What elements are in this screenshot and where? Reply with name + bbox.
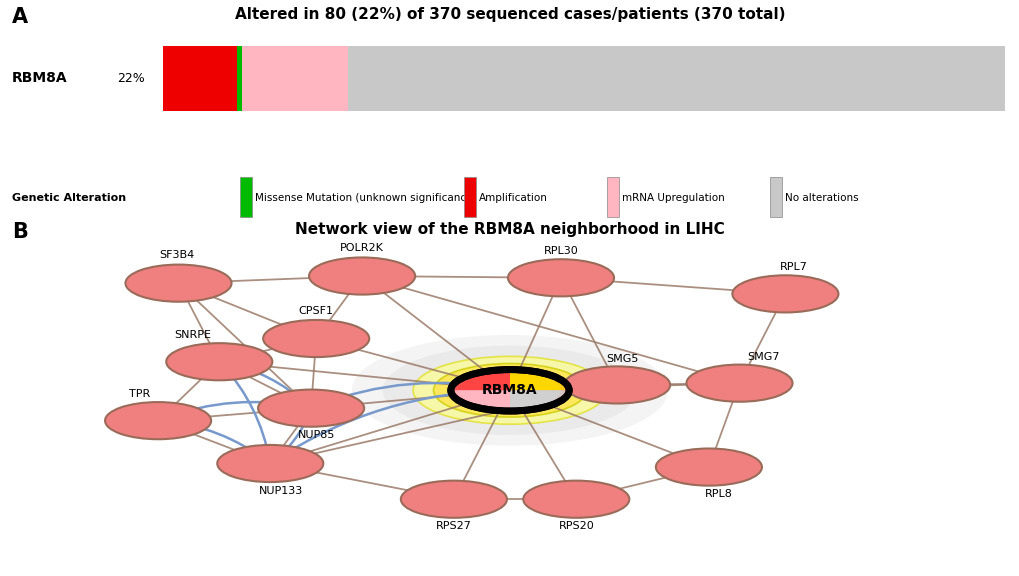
Text: B: B <box>12 222 29 242</box>
Text: RPL8: RPL8 <box>704 489 733 499</box>
Text: Genetic Alteration: Genetic Alteration <box>12 193 126 203</box>
Text: NUP85: NUP85 <box>298 430 334 440</box>
Text: 22%: 22% <box>117 72 145 85</box>
Text: RBM8A: RBM8A <box>12 71 68 85</box>
Wedge shape <box>510 391 565 410</box>
Circle shape <box>382 346 637 435</box>
Circle shape <box>217 445 323 482</box>
Wedge shape <box>454 391 510 410</box>
Circle shape <box>686 365 792 401</box>
Circle shape <box>309 257 415 294</box>
Circle shape <box>732 275 838 312</box>
Text: SF3B4: SF3B4 <box>159 250 194 260</box>
Circle shape <box>166 343 272 380</box>
Bar <box>237 46 243 111</box>
Wedge shape <box>454 371 510 391</box>
Text: No alterations: No alterations <box>785 193 858 203</box>
Text: Altered in 80 (22%) of 370 sequenced cases/patients (370 total): Altered in 80 (22%) of 370 sequenced cas… <box>234 7 785 22</box>
Circle shape <box>433 363 586 417</box>
Text: CPSF1: CPSF1 <box>299 306 333 316</box>
Text: SMG7: SMG7 <box>747 352 780 362</box>
Wedge shape <box>510 391 560 408</box>
Circle shape <box>413 357 606 424</box>
Text: POLR2K: POLR2K <box>339 243 384 253</box>
Circle shape <box>125 264 231 302</box>
Text: A: A <box>12 7 29 27</box>
Text: mRNA Upregulation: mRNA Upregulation <box>622 193 725 203</box>
Text: SMG5: SMG5 <box>605 354 638 363</box>
Wedge shape <box>459 391 510 408</box>
Bar <box>348 46 1004 111</box>
Text: RPL30: RPL30 <box>543 245 578 256</box>
Wedge shape <box>510 371 565 391</box>
Text: Amplification: Amplification <box>479 193 548 203</box>
Circle shape <box>352 335 667 446</box>
Text: Network view of the RBM8A neighborhood in LIHC: Network view of the RBM8A neighborhood i… <box>294 222 725 237</box>
Text: Missense Mutation (unknown significance): Missense Mutation (unknown significance) <box>255 193 476 203</box>
Bar <box>163 46 237 111</box>
Circle shape <box>258 389 364 427</box>
Bar <box>769 177 782 217</box>
Bar <box>464 177 476 217</box>
Bar <box>239 177 252 217</box>
Bar <box>163 46 348 111</box>
Text: NUP133: NUP133 <box>258 486 303 496</box>
Circle shape <box>523 480 629 518</box>
Wedge shape <box>510 373 560 391</box>
Text: RBM8A: RBM8A <box>482 383 537 397</box>
Circle shape <box>400 480 506 518</box>
Wedge shape <box>459 373 510 391</box>
Bar <box>606 177 619 217</box>
Text: RPL7: RPL7 <box>779 262 807 272</box>
Circle shape <box>453 371 566 410</box>
Text: RPS27: RPS27 <box>435 521 472 532</box>
Text: RPS20: RPS20 <box>557 521 594 532</box>
Circle shape <box>105 402 211 439</box>
Text: TPR: TPR <box>128 389 150 399</box>
Circle shape <box>655 449 761 486</box>
Circle shape <box>507 259 613 297</box>
Text: SNRPE: SNRPE <box>174 330 211 340</box>
Circle shape <box>564 366 669 404</box>
Circle shape <box>263 320 369 357</box>
